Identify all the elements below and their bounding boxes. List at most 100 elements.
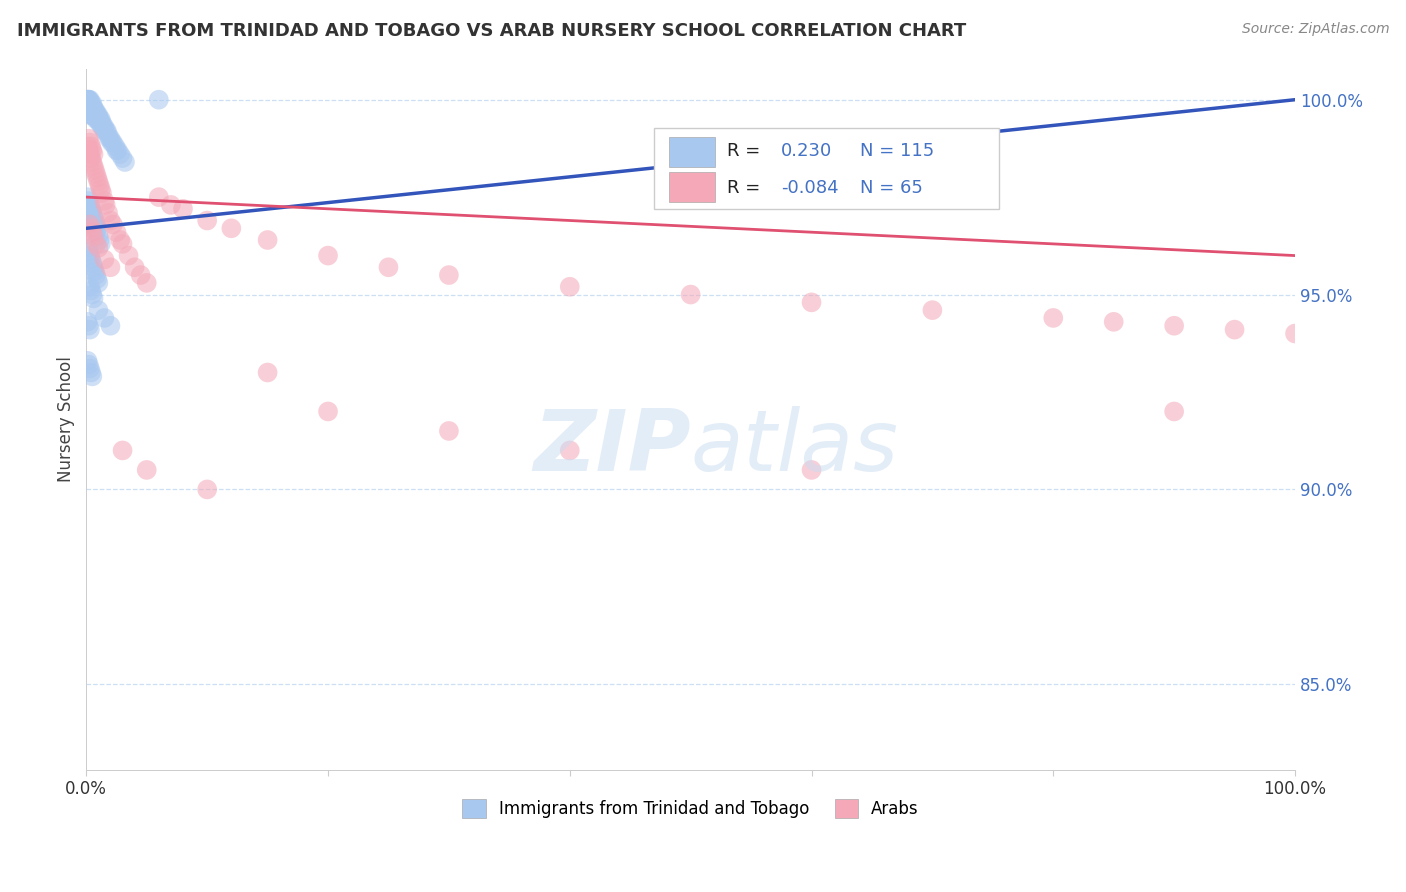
Point: [679, 287, 702, 301]
Point: [83, 264, 105, 278]
Point: [82, 104, 104, 119]
Point: [79, 198, 101, 212]
Point: [558, 279, 581, 293]
Point: [129, 268, 152, 282]
Point: [77, 194, 100, 208]
Point: [82, 155, 104, 169]
Point: [80, 221, 103, 235]
Point: [316, 249, 339, 263]
Text: N = 65: N = 65: [860, 178, 922, 197]
Point: [111, 151, 134, 165]
Point: [91, 120, 114, 134]
Point: [256, 366, 278, 380]
Point: [89, 112, 111, 127]
Point: [77, 358, 100, 372]
Point: [77, 93, 100, 107]
Point: [84, 236, 107, 251]
Point: [148, 93, 170, 107]
Point: [77, 131, 100, 145]
Point: [101, 136, 124, 150]
Point: [93, 120, 115, 134]
Point: [114, 155, 136, 169]
Point: [108, 233, 131, 247]
Point: [83, 221, 105, 235]
Point: [82, 369, 104, 384]
Point: [83, 229, 105, 244]
Point: [84, 108, 107, 122]
Point: [97, 128, 120, 142]
Text: R =: R =: [727, 142, 766, 160]
Point: [79, 104, 101, 119]
Point: [1042, 310, 1064, 325]
Point: [83, 260, 105, 275]
Point: [82, 225, 104, 239]
Text: N = 115: N = 115: [860, 142, 934, 160]
Point: [93, 194, 115, 208]
Point: [77, 144, 100, 158]
Point: [79, 218, 101, 232]
Point: [90, 112, 112, 127]
Point: [79, 323, 101, 337]
Point: [437, 424, 460, 438]
Point: [83, 292, 105, 306]
Point: [83, 162, 105, 177]
Point: [93, 310, 115, 325]
Point: [89, 233, 111, 247]
Legend: Immigrants from Trinidad and Tobago, Arabs: Immigrants from Trinidad and Tobago, Ara…: [456, 792, 925, 825]
Point: [83, 101, 105, 115]
Point: [76, 190, 98, 204]
Point: [84, 218, 107, 232]
Point: [80, 252, 103, 267]
Text: R =: R =: [727, 178, 766, 197]
Point: [172, 202, 194, 216]
Point: [87, 112, 110, 127]
Point: [77, 96, 100, 111]
Point: [79, 249, 101, 263]
Point: [90, 116, 112, 130]
Point: [87, 175, 110, 189]
Point: [1223, 323, 1246, 337]
Point: [93, 252, 115, 267]
Text: atlas: atlas: [690, 406, 898, 489]
Y-axis label: Nursery School: Nursery School: [58, 356, 75, 483]
Point: [80, 202, 103, 216]
Point: [77, 318, 100, 333]
Point: [87, 303, 110, 318]
Text: ZIP: ZIP: [533, 406, 690, 489]
Point: [90, 236, 112, 251]
Point: [79, 205, 101, 219]
Point: [105, 144, 128, 158]
Point: [77, 96, 100, 111]
Point: [100, 131, 122, 145]
Point: [93, 124, 115, 138]
Point: [105, 225, 128, 239]
Point: [80, 104, 103, 119]
Point: [77, 244, 100, 259]
Point: [100, 318, 122, 333]
Point: [83, 104, 105, 119]
Point: [79, 104, 101, 119]
Text: Source: ZipAtlas.com: Source: ZipAtlas.com: [1241, 22, 1389, 37]
Point: [1163, 404, 1185, 418]
Point: [101, 218, 124, 232]
Point: [79, 101, 101, 115]
Point: [77, 202, 100, 216]
Point: [94, 124, 117, 138]
Point: [79, 93, 101, 107]
Point: [84, 167, 107, 181]
Point: [316, 404, 339, 418]
Point: [800, 295, 823, 310]
Point: [91, 186, 114, 201]
Point: [87, 112, 110, 127]
Point: [437, 268, 460, 282]
Point: [83, 108, 105, 122]
Point: [96, 124, 118, 138]
Point: [87, 276, 110, 290]
Point: [104, 139, 127, 153]
Point: [83, 210, 105, 224]
Point: [79, 101, 101, 115]
FancyBboxPatch shape: [654, 128, 998, 209]
Point: [91, 116, 114, 130]
Point: [76, 96, 98, 111]
Point: [1284, 326, 1306, 341]
